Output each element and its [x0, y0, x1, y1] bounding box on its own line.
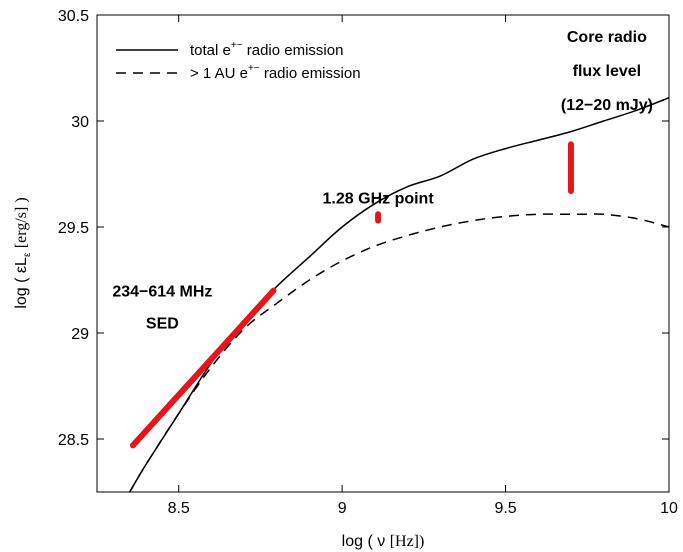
x-tick-label: 9: [338, 500, 347, 517]
legend-au-main: > 1 AU e: [190, 65, 248, 82]
obs-sed-segment: [129, 287, 277, 449]
y-axis-label-prefix: log ( εL: [13, 257, 30, 309]
annotation-text: 1.28 GHz point: [323, 190, 435, 207]
axis-ticks: [97, 14, 670, 492]
annotation-text: Core radio: [567, 29, 647, 46]
annotation-text: 234−614 MHz: [112, 284, 212, 301]
legend-label-total: total e+− radio emission: [190, 40, 343, 59]
legend-total-sup: +−: [231, 40, 243, 51]
legend-total-main: total e: [190, 42, 231, 59]
legend-au-sup: +−: [248, 63, 260, 74]
y-tick-label: 29: [71, 326, 89, 343]
curve-au-emission: [129, 213, 670, 493]
annotation-text: (12−20 mJy): [561, 97, 653, 114]
curve-total-emission: [129, 97, 670, 493]
y-tick-label: 30: [71, 114, 89, 131]
y-tick-label: 28.5: [58, 432, 89, 449]
y-tick-labels: 28.5 29 29.5 30 30.5: [58, 8, 89, 449]
x-axis-label: log ( ν [Hz]): [342, 533, 425, 550]
legend: total e+− radio emission > 1 AU e+− radi…: [116, 40, 361, 82]
plot-frame: [96, 14, 670, 493]
legend-total-tail: radio emission: [243, 42, 344, 59]
legend-label-au: > 1 AU e+− radio emission: [190, 63, 361, 82]
y-tick-label: 30.5: [58, 8, 89, 25]
observations: [129, 141, 574, 449]
curves: [129, 97, 670, 493]
x-tick-labels: 8.5 9 9.5 10: [168, 500, 678, 517]
x-tick-label: 8.5: [168, 500, 190, 517]
y-axis-label-unit: [erg/s] ): [13, 197, 30, 248]
x-tick-label: 9.5: [494, 500, 516, 517]
annotations: 234−614 MHz SED 1.28 GHz point Core radio fl…: [112, 29, 653, 332]
annotation-text: flux level: [573, 63, 641, 80]
y-tick-label: 29.5: [58, 220, 89, 237]
x-axis-label-unit: [Hz]): [390, 533, 425, 550]
y-axis-label: log ( εLε [erg/s] ): [13, 197, 33, 308]
x-axis-label-prefix: log ( ν: [342, 533, 386, 550]
legend-au-tail: radio emission: [260, 65, 361, 82]
y-axis-label-sub: ε: [22, 252, 33, 257]
annotation-text: SED: [146, 315, 179, 332]
x-tick-label: 10: [660, 500, 678, 517]
